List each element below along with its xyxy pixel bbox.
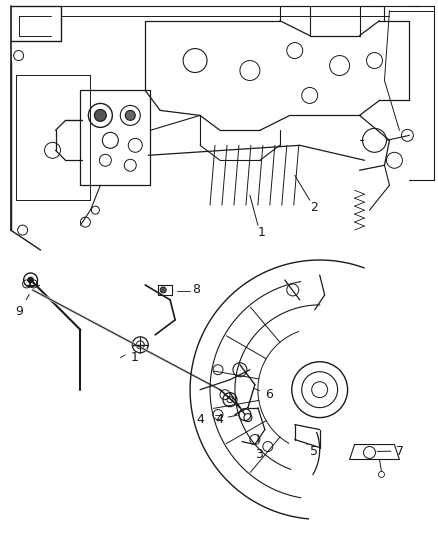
Text: 3: 3 — [255, 434, 263, 461]
Circle shape — [28, 277, 34, 283]
Text: 4: 4 — [196, 413, 204, 426]
Text: 1: 1 — [130, 351, 138, 364]
Circle shape — [95, 109, 106, 122]
Circle shape — [160, 287, 166, 293]
Text: 7: 7 — [377, 445, 404, 457]
Text: 9: 9 — [16, 294, 29, 318]
Circle shape — [125, 110, 135, 120]
Text: 5: 5 — [307, 445, 318, 457]
Text: 8: 8 — [192, 284, 200, 296]
Text: 6: 6 — [254, 387, 273, 401]
Text: 1: 1 — [258, 225, 266, 239]
Text: 2: 2 — [310, 200, 318, 214]
Text: 4: 4 — [215, 413, 237, 425]
